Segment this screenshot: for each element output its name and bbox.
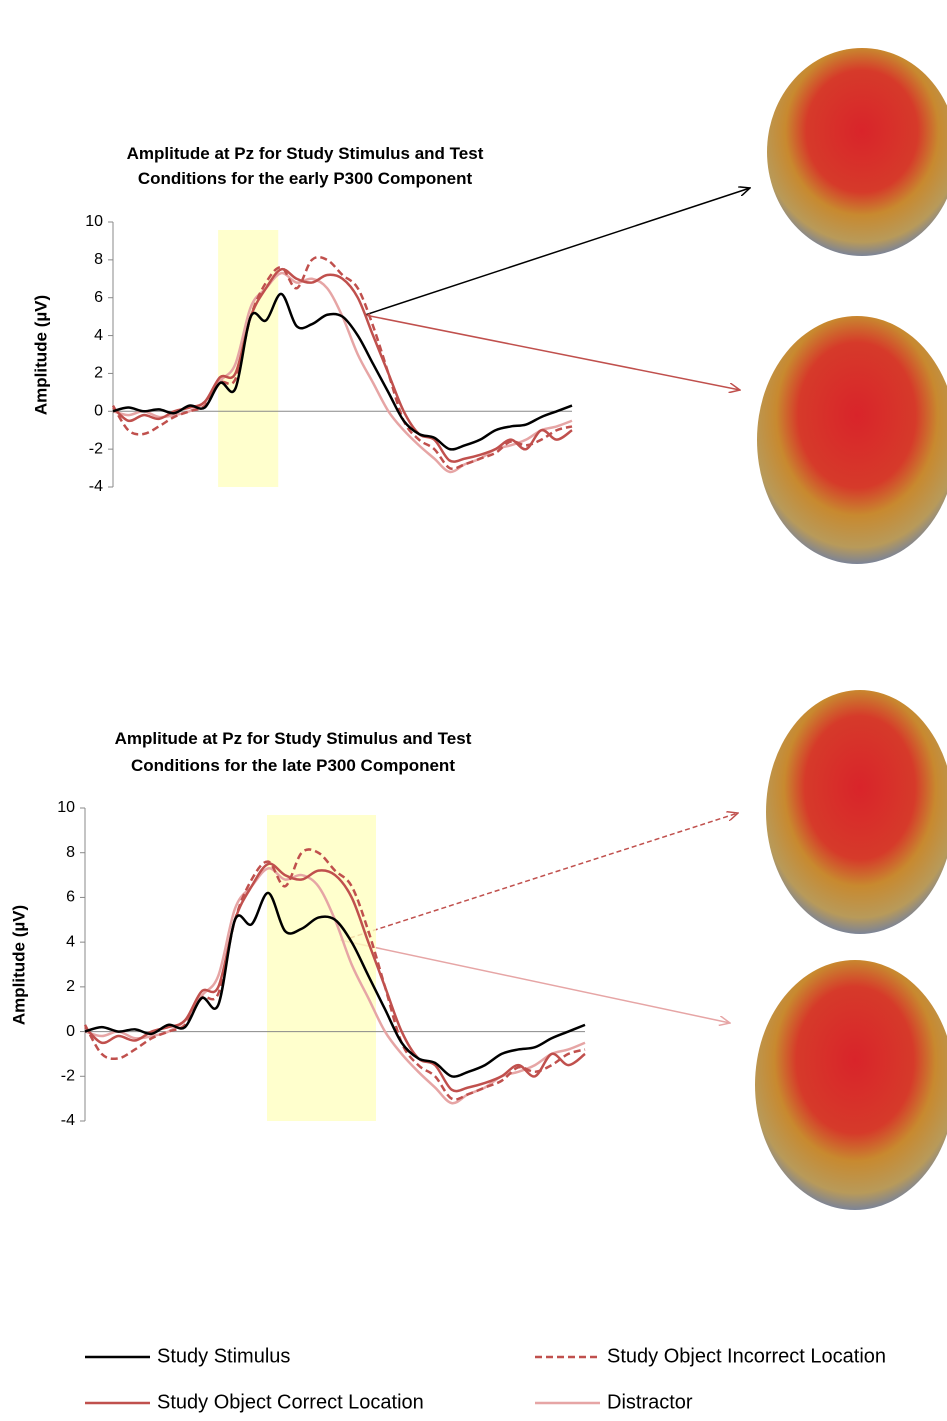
y-tick-label: 10 bbox=[57, 799, 75, 816]
y-tick-label: -2 bbox=[61, 1068, 75, 1085]
y-tick-label: -2 bbox=[89, 440, 103, 457]
y-tick-label: -4 bbox=[61, 1112, 75, 1129]
series-line bbox=[84, 891, 586, 1078]
y-tick-label: 6 bbox=[66, 889, 75, 906]
series-line bbox=[111, 255, 573, 471]
y-tick-label: 8 bbox=[94, 251, 103, 268]
arrow bbox=[349, 813, 738, 939]
y-tick-label: 10 bbox=[85, 213, 103, 230]
arrow bbox=[339, 939, 730, 1023]
arrow bbox=[364, 188, 750, 316]
legend-label: Study Object Correct Location bbox=[157, 1391, 424, 1413]
y-tick-label: 6 bbox=[94, 289, 103, 306]
series-line bbox=[112, 267, 573, 463]
time-window bbox=[267, 815, 376, 1121]
y-tick-label: 0 bbox=[94, 403, 103, 420]
series-line bbox=[112, 292, 573, 451]
chart-title: Amplitude at Pz for Study Stimulus and T… bbox=[127, 144, 484, 188]
head-map bbox=[755, 960, 947, 1210]
y-tick-label: 2 bbox=[66, 978, 75, 995]
y-tick-label: 2 bbox=[94, 365, 103, 382]
series-line bbox=[83, 848, 586, 1101]
y-tick-label: 4 bbox=[94, 327, 103, 344]
y-axis-label: Amplitude (µV) bbox=[9, 905, 28, 1025]
arrows bbox=[339, 188, 750, 1023]
head-map bbox=[766, 690, 947, 934]
y-tick-label: 8 bbox=[66, 844, 75, 861]
legend-label: Study Object Incorrect Location bbox=[607, 1345, 886, 1367]
series-line bbox=[84, 862, 586, 1093]
time-window bbox=[218, 230, 279, 487]
head-map bbox=[767, 48, 947, 256]
head-map bbox=[757, 316, 947, 564]
chart-title: Amplitude at Pz for Study Stimulus and T… bbox=[115, 729, 472, 775]
y-axis-label: Amplitude (µV) bbox=[31, 295, 50, 415]
y-tick-label: 0 bbox=[66, 1023, 75, 1040]
y-tick-label: -4 bbox=[89, 478, 103, 495]
topomaps bbox=[755, 48, 947, 1210]
y-tick-label: 4 bbox=[66, 933, 75, 950]
arrow bbox=[364, 314, 740, 390]
legend-label: Distractor bbox=[607, 1391, 693, 1413]
legend-label: Study Stimulus bbox=[157, 1345, 290, 1367]
